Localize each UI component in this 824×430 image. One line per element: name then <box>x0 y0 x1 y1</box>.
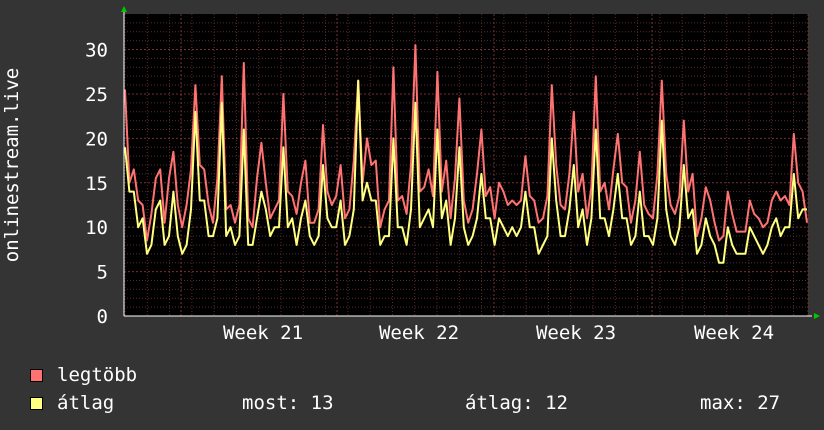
x-axis-arrow <box>814 313 820 319</box>
legend-item-legtobb: legtöbb <box>30 364 137 386</box>
legend-label-legtobb: legtöbb <box>57 364 138 386</box>
y-tick-label: 20 <box>85 128 108 150</box>
axes-layer <box>121 6 820 319</box>
y-tick-label: 5 <box>97 262 108 284</box>
y-tick-label: 15 <box>85 173 108 195</box>
series-line-1 <box>124 79 807 264</box>
x-tick-label: Week 21 <box>223 322 303 344</box>
y-axis-arrow <box>121 6 127 12</box>
legend-swatch-atlag <box>30 396 43 410</box>
tick-labels: 0 5 10 15 20 25 30 Week 21 Week 22 Week 23 Week 24 <box>85 40 774 344</box>
y-tick-label: 25 <box>85 84 108 106</box>
y-tick-label: 10 <box>85 217 108 239</box>
y-tick-label: 30 <box>85 40 108 62</box>
y-tick-label: 0 <box>97 306 108 328</box>
x-tick-label: Week 23 <box>536 322 616 344</box>
series-layer <box>124 44 808 264</box>
series-line-0 <box>124 44 808 242</box>
legend-label-atlag: átlag <box>57 392 115 414</box>
stat-most: most: 13 <box>242 392 334 414</box>
legend-swatch-legtobb <box>30 368 43 382</box>
y-axis-label: onlinestream.live <box>1 68 23 262</box>
stat-atlag: átlag: 12 <box>465 392 568 414</box>
x-tick-label: Week 22 <box>379 322 459 344</box>
legend-item-atlag: átlag <box>30 392 114 414</box>
stat-max: max: 27 <box>700 392 781 414</box>
x-tick-label: Week 24 <box>694 322 774 344</box>
